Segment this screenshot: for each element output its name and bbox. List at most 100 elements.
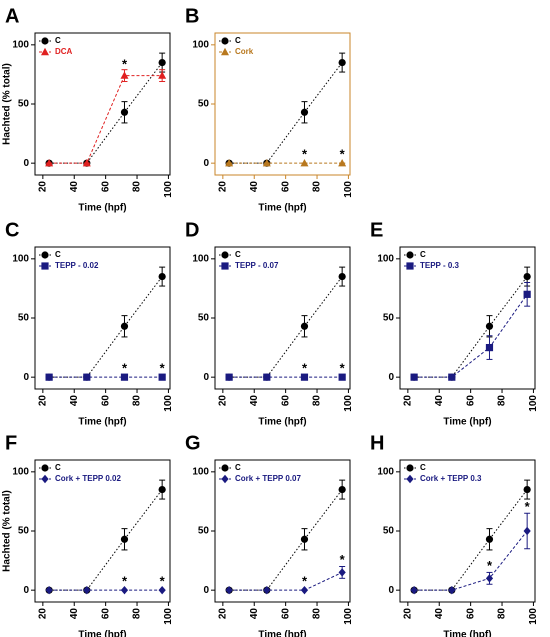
x-tick-label: 20 <box>217 395 228 407</box>
annotation: * <box>160 573 166 588</box>
point <box>338 58 346 67</box>
point <box>300 322 309 330</box>
legend-label: DCA <box>55 47 73 56</box>
annotation: * <box>340 146 346 161</box>
series-line <box>49 276 163 378</box>
legend-marker <box>221 262 229 270</box>
point <box>300 158 309 167</box>
legend-marker <box>41 251 49 259</box>
annotation: * <box>122 360 128 375</box>
annotation: * <box>122 56 128 71</box>
series-line <box>414 294 528 378</box>
annotation: * <box>160 360 166 375</box>
x-tick-label: 40 <box>69 608 80 620</box>
legend-label: C <box>55 463 61 472</box>
legend-marker <box>221 251 229 259</box>
point <box>485 574 494 583</box>
point <box>225 158 234 167</box>
x-tick-label: 60 <box>100 395 111 407</box>
x-tick-label: 80 <box>132 608 143 620</box>
point <box>45 373 53 381</box>
series-line <box>414 530 528 591</box>
y-tick-label: 0 <box>388 585 394 596</box>
panel-label: D <box>185 219 199 241</box>
legend-label: C <box>55 36 61 45</box>
y-tick-label: 0 <box>203 158 209 169</box>
x-tick-label: 20 <box>217 608 228 620</box>
x-tick-label: 100 <box>163 608 174 625</box>
panel-label: F <box>5 432 17 454</box>
legend-label: TEPP - 0.3 <box>420 261 460 270</box>
point <box>523 526 531 536</box>
x-tick-label: 80 <box>312 181 323 193</box>
x-tick-label: 20 <box>37 181 48 193</box>
annotation: * <box>340 552 346 567</box>
point <box>263 373 271 381</box>
x-axis-label: Time (hpf) <box>78 417 126 428</box>
y-tick-label: 50 <box>198 313 210 324</box>
y-tick-label: 0 <box>388 372 394 383</box>
series-line <box>414 276 528 378</box>
point <box>448 585 456 595</box>
legend-label: C <box>235 36 241 45</box>
point <box>120 535 129 543</box>
x-tick-label: 80 <box>497 608 508 620</box>
x-tick-label: 100 <box>528 395 539 412</box>
x-tick-label: 40 <box>249 608 260 620</box>
point <box>523 485 531 494</box>
x-tick-label: 100 <box>343 181 354 198</box>
y-tick-label: 50 <box>383 526 395 537</box>
point <box>120 373 129 381</box>
x-tick-label: 40 <box>434 608 445 620</box>
legend-marker <box>406 262 414 270</box>
point <box>120 585 129 595</box>
x-tick-label: 40 <box>249 395 260 407</box>
annotation: * <box>525 499 531 514</box>
point <box>83 585 91 595</box>
x-axis-label: Time (hpf) <box>258 417 306 428</box>
annotation: * <box>302 573 308 588</box>
panel-label: H <box>370 432 384 454</box>
series-line <box>229 276 343 378</box>
point <box>158 585 166 595</box>
legend-marker <box>406 474 414 484</box>
panel-label: G <box>185 432 201 454</box>
legend-label: C <box>55 250 61 259</box>
y-tick-label: 0 <box>203 372 209 383</box>
x-axis-label: Time (hpf) <box>78 630 126 637</box>
point <box>410 373 418 381</box>
annotation: * <box>302 360 308 375</box>
point <box>262 158 271 167</box>
series-line <box>229 571 343 591</box>
series-line <box>229 62 343 164</box>
y-tick-label: 50 <box>198 526 210 537</box>
point <box>225 373 233 381</box>
x-tick-label: 80 <box>312 608 323 620</box>
point <box>120 322 129 330</box>
x-tick-label: 100 <box>163 395 174 412</box>
legend-marker <box>41 262 49 270</box>
y-tick-label: 50 <box>18 526 30 537</box>
point <box>523 272 531 281</box>
point <box>120 108 129 116</box>
legend-label: TEPP - 0.07 <box>235 261 279 270</box>
point <box>338 272 346 281</box>
legend-label: C <box>420 250 426 259</box>
y-tick-label: 0 <box>23 585 29 596</box>
y-axis-label: Hachted (% total) <box>2 490 13 572</box>
point <box>338 568 346 577</box>
x-tick-label: 20 <box>217 181 228 193</box>
y-tick-label: 50 <box>383 313 395 324</box>
point <box>158 71 167 79</box>
y-tick-label: 0 <box>23 158 29 169</box>
annotation: * <box>122 573 128 588</box>
x-tick-label: 100 <box>343 395 354 412</box>
annotation: * <box>302 146 308 161</box>
legend-label: C <box>235 463 241 472</box>
x-tick-label: 40 <box>69 395 80 407</box>
legend-label: Cork + TEPP 0.3 <box>420 474 482 483</box>
y-tick-label: 50 <box>18 99 30 110</box>
x-tick-label: 80 <box>132 395 143 407</box>
legend-label: Cork <box>235 47 254 56</box>
